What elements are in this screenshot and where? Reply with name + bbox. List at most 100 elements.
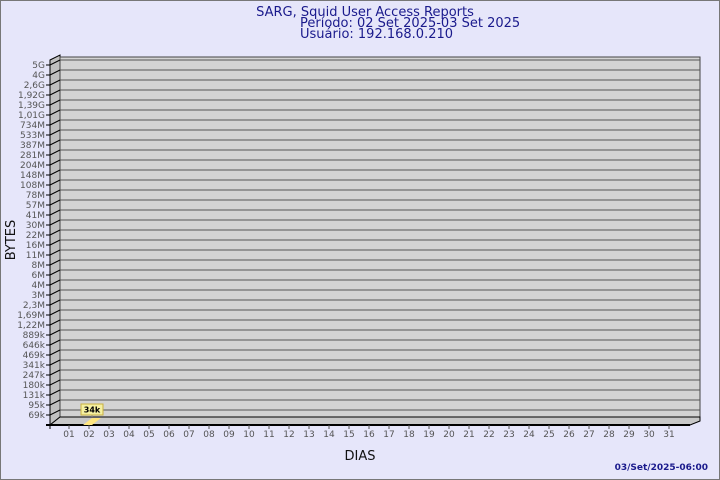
x-tick-label: 14: [323, 430, 335, 440]
y-tick-slant: [49, 309, 61, 316]
x-axis-label: DIAS: [345, 449, 376, 464]
y-tick-slant: [49, 159, 61, 166]
y-tick-slant: [49, 279, 61, 286]
y-tick-label: 180k: [23, 381, 46, 391]
x-tick-label: 16: [363, 430, 375, 440]
y-tick-label: 1,01G: [18, 111, 45, 121]
chart-period: Período: 02 Set 2025-03 Set 2025: [300, 16, 520, 31]
chart-user: Usuário: 192.168.0.210: [300, 27, 453, 42]
y-tick-slant: [49, 209, 61, 216]
y-tick-slant: [49, 299, 61, 306]
y-tick-label: 4G: [32, 71, 45, 81]
x-tick-label: 23: [503, 430, 514, 440]
x-tick-label: 21: [463, 430, 474, 440]
x-tick-label: 02: [83, 430, 94, 440]
x-tick-label: 24: [523, 430, 535, 440]
x-tick-label: 20: [443, 430, 455, 440]
y-tick-slant: [49, 259, 61, 266]
y-tick-label: 22M: [26, 231, 45, 241]
y-tick-slant: [49, 179, 61, 186]
y-tick-label: 533M: [20, 131, 45, 141]
timestamp: 03/Set/2025-06:00: [615, 463, 708, 473]
y-tick-slant: [49, 149, 61, 156]
y-tick-label: 889k: [23, 331, 46, 341]
y-axis-label: BYTES: [4, 220, 19, 261]
x-tick-label: 25: [543, 430, 554, 440]
y-tick-slant: [49, 379, 61, 386]
y-tick-label: 2,6G: [24, 81, 45, 91]
y-tick-slant: [49, 189, 61, 196]
x-tick-label: 26: [563, 430, 575, 440]
y-tick-slant: [49, 269, 61, 276]
x-tick-label: 22: [483, 430, 494, 440]
y-tick-slant: [49, 339, 61, 346]
y-tick-slant: [49, 79, 61, 86]
bar-label: 34k: [84, 406, 101, 415]
y-tick-label: 469k: [23, 351, 46, 361]
y-tick-label: 95k: [28, 401, 45, 411]
floor: [48, 416, 701, 426]
y-tick-slant: [49, 199, 61, 206]
x-tick-label: 19: [423, 430, 435, 440]
y-tick-slant: [49, 139, 61, 146]
x-tick-label: 06: [163, 430, 175, 440]
x-tick-label: 05: [143, 430, 154, 440]
y-tick-label: 1,92G: [18, 91, 45, 101]
y-tick-label: 6M: [32, 271, 46, 281]
x-tick-label: 13: [303, 430, 314, 440]
x-tick-label: 18: [403, 430, 415, 440]
y-tick-slant: [49, 59, 61, 66]
y-tick-slant: [49, 119, 61, 126]
y-tick-label: 247k: [23, 371, 46, 381]
y-tick-slant: [49, 129, 61, 136]
y-tick-label: 69k: [28, 411, 45, 421]
x-tick-label: 17: [383, 430, 394, 440]
y-tick-label: 2,3M: [23, 301, 45, 311]
y-tick-slant: [49, 329, 61, 336]
bar-label-box: [80, 403, 104, 416]
bar: [83, 418, 101, 425]
y-tick-slant: [49, 219, 61, 226]
y-tick-label: 30M: [26, 221, 45, 231]
y-tick-label: 1,39G: [18, 101, 45, 111]
y-tick-slant: [49, 89, 61, 96]
x-tick-label: 10: [243, 430, 255, 440]
y-tick-slant: [49, 229, 61, 236]
y-tick-label: 387M: [20, 141, 45, 151]
chart-title: SARG, Squid User Access Reports: [256, 5, 474, 20]
y-tick-label: 148M: [20, 171, 45, 181]
y-tick-label: 16M: [26, 241, 45, 251]
x-tick-label: 12: [283, 430, 294, 440]
x-tick-label: 28: [603, 430, 615, 440]
x-tick-label: 08: [203, 430, 215, 440]
y-tick-slant: [49, 389, 61, 396]
y-tick-label: 646k: [23, 341, 46, 351]
back-wall: [59, 56, 701, 418]
y-tick-label: 41M: [26, 211, 45, 221]
y-tick-slant: [49, 359, 61, 366]
x-tick-label: 04: [123, 430, 135, 440]
y-tick-label: 78M: [26, 191, 45, 201]
y-tick-label: 281M: [20, 151, 45, 161]
y-tick-slant: [49, 249, 61, 256]
y-tick-slant: [49, 369, 61, 376]
y-tick-label: 1,22M: [17, 321, 45, 331]
y-tick-slant: [49, 169, 61, 176]
y-tick-label: 108M: [20, 181, 45, 191]
y-tick-slant: [49, 399, 61, 406]
y-tick-label: 204M: [20, 161, 45, 171]
x-tick-label: 29: [623, 430, 635, 440]
y-tick-label: 3M: [32, 291, 46, 301]
y-tick-label: 4M: [32, 281, 46, 291]
x-tick-label: 11: [263, 430, 274, 440]
y-tick-slant: [49, 69, 61, 76]
y-tick-slant: [49, 319, 61, 326]
x-tick-label: 31: [663, 430, 674, 440]
x-tick-label: 27: [583, 430, 594, 440]
x-tick-label: 03: [103, 430, 114, 440]
y-tick-slant: [49, 289, 61, 296]
y-tick-slant: [49, 239, 61, 246]
y-tick-label: 11M: [26, 251, 45, 261]
x-tick-label: 30: [643, 430, 655, 440]
